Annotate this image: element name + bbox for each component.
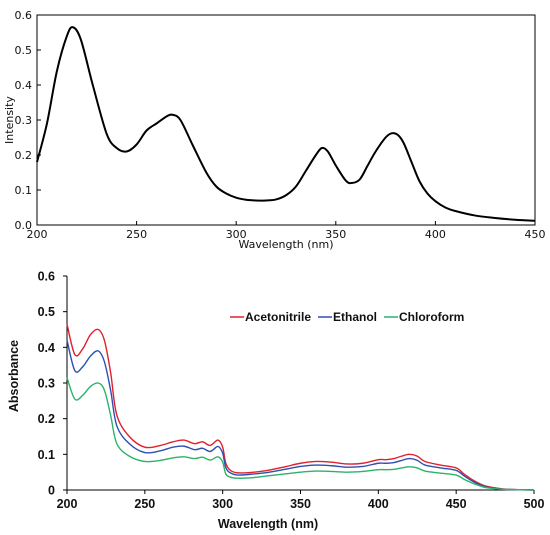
top-y-tick-label: 0.2 xyxy=(15,149,33,162)
bottom-series-line-acetonitrile xyxy=(66,323,535,491)
top-y-tick-label: 0.1 xyxy=(15,184,33,197)
top-series xyxy=(36,26,536,222)
bottom-series-line-ethanol xyxy=(66,340,535,491)
bottom-x-tick-label: 400 xyxy=(368,497,389,511)
bottom-y-tick-label: 0.5 xyxy=(38,305,55,319)
top-y-tick-label: 0.3 xyxy=(15,114,33,127)
legend-label-ethanol: Ethanol xyxy=(333,310,377,324)
bottom-x-tick-label: 250 xyxy=(134,497,155,511)
bottom-series-line-chloroform xyxy=(66,377,535,491)
bottom-y-tick-label: 0.3 xyxy=(38,377,55,391)
bottom-x-tick-label: 300 xyxy=(212,497,233,511)
top-series-line xyxy=(36,26,536,222)
top-y-axis-label: Intensity xyxy=(3,96,16,144)
top-x-tick-label: 300 xyxy=(226,228,247,241)
top-x-tick-label: 400 xyxy=(425,228,446,241)
top-x-tick-label: 450 xyxy=(525,228,546,241)
bottom-x-tick-label: 200 xyxy=(57,497,78,511)
bottom-y-tick-label: 0.6 xyxy=(38,270,55,284)
top-x-tick-label: 200 xyxy=(27,228,48,241)
top-y-tick-label: 0.4 xyxy=(15,79,33,92)
top-y-tick-label: 0.6 xyxy=(15,9,33,22)
top-x-tick-label: 250 xyxy=(126,228,147,241)
legend-label-acetonitrile: Acetonitrile xyxy=(245,310,311,324)
top-x-axis-label: Wavelength (nm) xyxy=(238,238,333,251)
bottom-x-tick-label: 450 xyxy=(446,497,467,511)
bottom-x-tick-label: 350 xyxy=(290,497,311,511)
bottom-y-tick-label: 0.4 xyxy=(38,341,55,355)
top-y-tick-label: 0.0 xyxy=(15,219,33,232)
bottom-x-tick-label: 500 xyxy=(524,497,545,511)
bottom-legend: Acetonitrile Ethanol Chloroform xyxy=(230,310,464,324)
top-chart: Wavelength (nm) Intensity 200 250 300 350 40… xyxy=(3,9,546,251)
bottom-y-tick-label: 0.2 xyxy=(38,412,55,426)
bottom-y-tick-label: 0.1 xyxy=(38,448,55,462)
bottom-x-axis-label: Wavelength (nm) xyxy=(218,517,318,531)
bottom-y-axis-label: Absorbance xyxy=(7,340,21,412)
bottom-ticks: 200 250 300 350 400 450 500 0 0.1 0.2 0.3 0.4 0.5 0.6 xyxy=(38,270,545,512)
bottom-chart: Wavelength (nm) Absorbance 200 250 300 350 4… xyxy=(7,270,544,532)
bottom-series xyxy=(66,323,535,491)
bottom-y-tick-label: 0 xyxy=(48,484,55,498)
top-x-tick-label: 350 xyxy=(325,228,346,241)
top-plot-frame xyxy=(36,14,536,226)
legend-label-chloroform: Chloroform xyxy=(399,310,464,324)
top-ticks: 200 250 300 350 400 450 0.0 0.1 0.2 0.3 0.4 0.5 0.6 xyxy=(15,9,546,241)
top-y-tick-label: 0.5 xyxy=(15,44,33,57)
